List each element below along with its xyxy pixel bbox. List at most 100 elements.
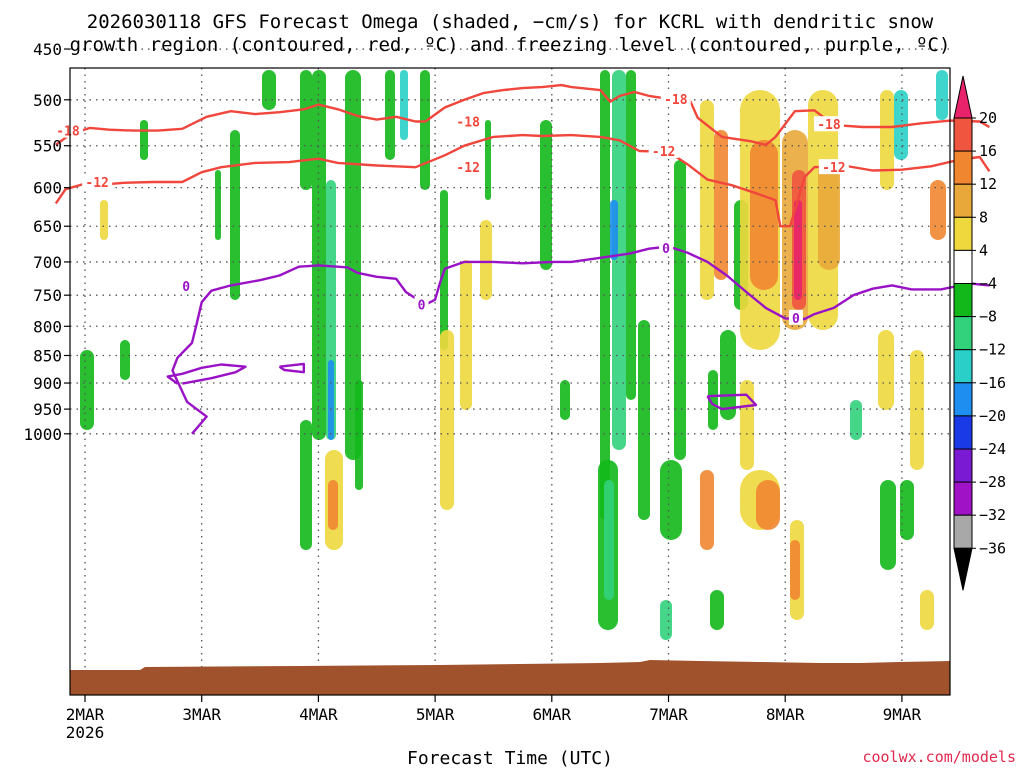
colorbar: 20 16 12 8 4 −4 −8 −12 −16 −20 −24 −28 −32 −36 [953, 75, 1006, 591]
colorbar-segment [953, 117, 973, 152]
omega-shade-cell [880, 480, 896, 570]
colorbar-bottom-arrow [953, 547, 973, 591]
omega-shade-cell [720, 330, 736, 420]
x-axis-label: Forecast Time (UTC) [407, 748, 613, 768]
omega-shade-cell [612, 70, 626, 450]
omega-shade-cell [880, 90, 894, 190]
omega-shade-cell [638, 320, 650, 520]
contour-label: -12 [456, 161, 479, 176]
colorbar-segment [953, 514, 973, 549]
omega-shade-cell [660, 600, 672, 640]
omega-shade-cell [355, 380, 363, 490]
contour-label: -18 [56, 125, 80, 140]
colorbar-segment [953, 283, 973, 318]
terrain-ground [70, 660, 950, 695]
omega-shade-cell [790, 540, 800, 600]
omega-shade-cell [312, 70, 326, 440]
colorbar-segment [953, 382, 973, 417]
x-tick-label: 3MAR [182, 705, 221, 724]
omega-shade-cell [674, 160, 686, 460]
omega-shade-cell [485, 120, 491, 200]
omega-shade-cell [610, 200, 618, 260]
contour-snow-growth-minus18 [55, 83, 990, 147]
contour-freezing-level-0-blob-7mar [706, 393, 758, 411]
colorbar-label: 4 [979, 241, 988, 259]
omega-shade-cell [120, 340, 130, 380]
contour-freezing-level-0-lobe [166, 363, 247, 385]
omega-shade-cell [878, 330, 894, 410]
omega-shade-cell [300, 420, 312, 550]
omega-shade-cell [604, 480, 614, 600]
x-tick-label: 7MAR [649, 705, 688, 724]
colorbar-label: −12 [979, 341, 1006, 359]
contour-freezing-level-0-blob-4mar [278, 362, 305, 374]
omega-shade-cell [300, 70, 312, 190]
colorbar-segment [953, 216, 973, 251]
colorbar-label: 20 [979, 109, 997, 127]
contour-label: -12 [652, 145, 675, 160]
omega-shade-cell [900, 480, 914, 540]
colorbar-label: −4 [979, 275, 997, 293]
colorbar-label: −24 [979, 440, 1006, 458]
contour-label: 0 [662, 242, 670, 257]
colorbar-segment [953, 249, 973, 284]
colorbar-segment [953, 150, 973, 185]
omega-shade-cell [262, 70, 276, 110]
omega-shade-cell [818, 160, 840, 270]
omega-shade-cell [328, 480, 338, 530]
omega-shade-cell [420, 70, 430, 190]
omega-shade-cell [910, 350, 924, 470]
credit-text: coolwx.com/models [862, 748, 1016, 766]
y-tick-label: 800 [33, 317, 62, 336]
omega-shade-cell [230, 130, 240, 300]
y-tick-label: 750 [33, 286, 62, 305]
colorbar-label: −8 [979, 308, 997, 326]
contour-label: -12 [85, 176, 108, 191]
colorbar-segment [953, 481, 973, 516]
omega-shading [80, 70, 948, 640]
omega-shade-cell [140, 120, 148, 160]
colorbar-segment [953, 448, 973, 483]
x-tick-sublabel: 2026 [66, 723, 105, 742]
y-tick-label: 650 [33, 217, 62, 236]
omega-shade-cell [714, 130, 728, 280]
contour-freezing-level-0-main [171, 245, 990, 435]
omega-shade-cell [936, 70, 948, 120]
colorbar-label: −20 [979, 407, 1006, 425]
y-tick-label: 600 [33, 179, 62, 198]
omega-shade-cell [756, 480, 780, 530]
colorbar-label: −16 [979, 374, 1006, 392]
colorbar-label: −32 [979, 506, 1006, 524]
contour-label: 0 [792, 312, 800, 327]
omega-shade-cell [80, 350, 94, 430]
omega-shade-cell [710, 590, 724, 630]
x-tick-label: 9MAR [883, 705, 922, 724]
colorbar-label: 8 [979, 208, 988, 226]
colorbar-label: −28 [979, 473, 1006, 491]
plot-frame [69, 67, 951, 696]
omega-shade-cell [660, 460, 682, 540]
omega-shade-cell [400, 70, 408, 140]
contour-label-bg [648, 142, 679, 158]
contour-label: 0 [182, 280, 190, 295]
x-tick-label: 2MAR [66, 705, 105, 724]
omega-shade-cell [540, 120, 552, 270]
contour-label: 0 [418, 299, 426, 314]
colorbar-segment [953, 316, 973, 351]
y-tick-label: 450 [33, 40, 62, 59]
contour-label-bg [659, 239, 674, 255]
contour-label: -18 [456, 115, 480, 130]
omega-shade-cell [345, 70, 361, 460]
omega-shade-cell [930, 180, 946, 240]
colorbar-segment [953, 349, 973, 384]
contour-label-bg [52, 122, 83, 138]
omega-shade-cell [460, 260, 472, 410]
contour-label-bg [813, 116, 844, 132]
y-tick-label: 1000 [23, 425, 62, 444]
colorbar-label: 16 [979, 142, 997, 160]
omega-shade-cell [440, 330, 454, 510]
y-tick-label: 550 [33, 137, 62, 156]
contour-label-bg [453, 159, 484, 175]
